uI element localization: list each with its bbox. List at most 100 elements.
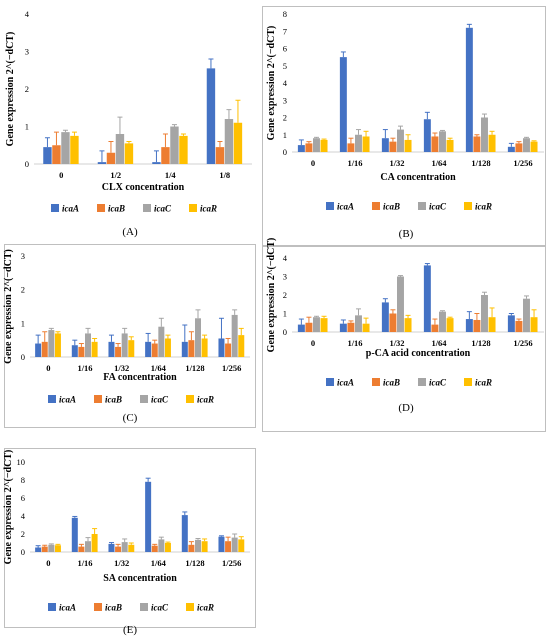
bar-icaC (224, 119, 234, 164)
legend-swatch-icaA (48, 603, 56, 611)
bar-icaA (381, 138, 389, 152)
y-tick-label: 5 (283, 61, 287, 71)
x-tick-label: 1/64 (151, 558, 167, 568)
bar-icaB (389, 141, 397, 152)
bar-icaC (195, 539, 201, 552)
y-tick-label: 0 (21, 547, 25, 557)
bar-icaR (320, 318, 328, 332)
bar-icaB (431, 324, 439, 332)
bar-icaR (201, 541, 208, 552)
legend-label-icaR: icaR (200, 204, 217, 214)
bar-icaB (473, 136, 481, 152)
bar-icaA (97, 162, 107, 164)
bar-icaR (404, 318, 412, 332)
x-tick-label: 1/16 (347, 158, 362, 168)
bar-icaR (238, 335, 245, 357)
legend-label-icaC: icaC (429, 202, 447, 212)
legend-label-icaB: icaB (105, 603, 122, 613)
y-tick-label: 6 (21, 493, 25, 503)
bar-icaC (158, 539, 165, 552)
bar-icaB (389, 313, 397, 332)
bar-icaA (507, 146, 515, 152)
x-tick-label: 1/256 (222, 363, 241, 373)
legend-label-icaR: icaR (475, 378, 492, 388)
chart-frame-d (262, 246, 546, 432)
y-axis-label: Gene expression 2^(−dCT) (266, 26, 277, 141)
y-tick-label: 4 (21, 511, 26, 521)
y-tick-label: 3 (21, 251, 25, 261)
x-tick-label: 1/128 (185, 363, 204, 373)
x-tick-label: 1/64 (431, 158, 447, 168)
y-tick-label: 10 (17, 457, 26, 467)
bar-icaA (381, 302, 389, 332)
bar-icaA (43, 147, 52, 164)
panel-label-e: (E) (122, 624, 138, 636)
x-tick-label: 1/128 (185, 558, 204, 568)
bar-icaC (121, 333, 128, 357)
bar-icaB (151, 545, 158, 552)
bar-icaC (61, 132, 70, 164)
legend-swatch-icaC (140, 603, 148, 611)
legend-swatch-icaR (189, 204, 197, 212)
y-tick-label: 3 (25, 47, 29, 57)
x-tick-label: 1/32 (114, 558, 129, 568)
bar-icaA (108, 543, 115, 552)
bar-icaR (362, 323, 370, 332)
bar-icaC (481, 117, 488, 152)
y-tick-label: 2 (21, 529, 25, 539)
bar-icaB (151, 343, 158, 357)
x-tick-label: 1/256 (513, 158, 532, 168)
x-tick-label: 1/32 (389, 158, 404, 168)
y-axis-label: Gene expression 2^(−dCT) (3, 249, 14, 364)
bar-icaB (473, 319, 481, 332)
bar-icaC (85, 541, 91, 552)
legend-swatch-icaB (97, 204, 105, 212)
legend-label-icaC: icaC (154, 204, 172, 214)
x-tick-label: 1/64 (431, 338, 447, 348)
y-tick-label: 7 (283, 26, 287, 36)
legend-swatch-icaC (143, 204, 151, 212)
bar-icaB (215, 147, 225, 164)
bar-icaB (161, 147, 170, 164)
legend-label-icaC: icaC (151, 395, 169, 405)
legend-swatch-icaB (372, 378, 380, 386)
bar-icaC (397, 276, 404, 332)
bar-icaC (439, 311, 446, 332)
bar-icaC (481, 295, 488, 332)
bar-icaA (507, 315, 515, 332)
bar-icaC (85, 333, 91, 357)
bar-icaA (339, 57, 347, 152)
bar-icaA (339, 323, 347, 332)
chart-frame-c (4, 244, 256, 428)
bar-icaA (206, 68, 216, 164)
y-tick-label: 0 (21, 352, 25, 362)
legend-swatch-icaC (418, 202, 426, 210)
x-tick-label: 1/128 (471, 338, 490, 348)
chart-panel-c: 0 1 2 3 Gene expression 2^(−dCT) 0 1/16 1/32 1/6… (0, 244, 260, 430)
bar-icaC (48, 330, 55, 357)
bar-icaA (218, 536, 225, 552)
bar-icaB (225, 541, 232, 552)
x-axis-label: CA concentration (380, 172, 456, 183)
legend-swatch-icaR (186, 603, 194, 611)
bar-icaR (128, 340, 135, 357)
bar-icaA (71, 345, 78, 357)
legend-swatch-icaC (418, 378, 426, 386)
bar-icaC (313, 138, 320, 152)
x-tick-label: 0 (46, 363, 50, 373)
y-tick-label: 0 (25, 159, 29, 169)
legend-swatch-icaB (372, 202, 380, 210)
y-tick-label: 3 (283, 95, 287, 105)
legend-label-icaA: icaA (59, 395, 76, 405)
bar-icaA (35, 547, 42, 552)
panel-label-c: (C) (122, 412, 138, 424)
bar-icaC (158, 326, 165, 357)
legend-label-icaR: icaR (475, 202, 492, 212)
x-tick-label: 1/256 (222, 558, 241, 568)
bar-icaA (465, 27, 473, 152)
legend-swatch-icaR (464, 378, 472, 386)
x-axis-label: SA concentration (103, 573, 177, 584)
chart-b: 0 1 2 3 4 5 6 7 8 Gene expression 2^(−dCT) 0 1/16 1/… (266, 9, 544, 212)
bar-icaA (181, 515, 188, 552)
